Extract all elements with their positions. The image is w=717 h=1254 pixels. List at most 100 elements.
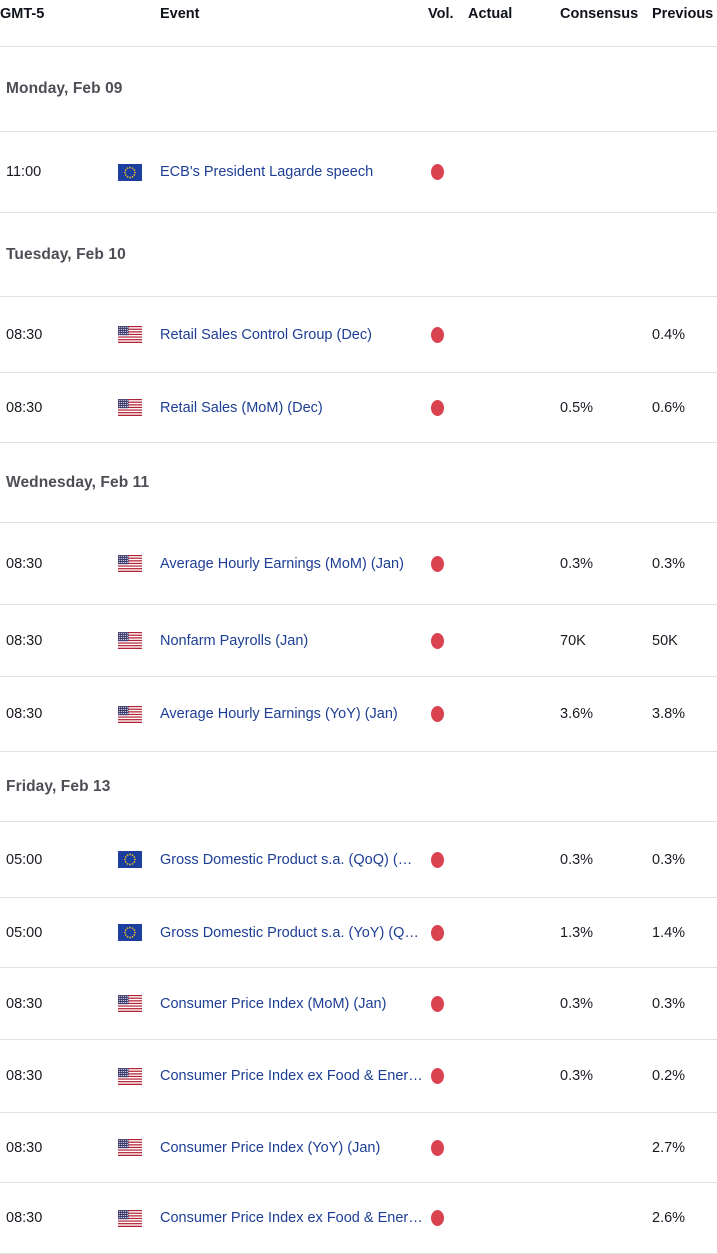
high-volatility-dot-icon (431, 1210, 444, 1226)
col-header-consensus: Consensus (560, 6, 639, 22)
event-row[interactable]: 08:30 Nonfarm Payrolls (Jan) 70K 50K (0, 605, 717, 677)
event-time: 08:30 (6, 706, 43, 722)
event-name: Consumer Price Index (YoY) (Jan) (160, 1139, 381, 1156)
event-previous: 2.7% (652, 1139, 686, 1156)
eu-flag-icon (118, 163, 160, 181)
volatility-cell (428, 326, 460, 343)
event-previous: 3.8% (652, 706, 686, 722)
volatility-cell (428, 1139, 460, 1156)
us-flag-icon (118, 1139, 160, 1156)
event-consensus: 3.6% (560, 706, 594, 722)
event-row[interactable]: 05:00 Gross Domestic Product s.a. (YoY) (… (0, 898, 717, 968)
us-flag-icon (118, 995, 160, 1012)
event-row[interactable]: 11:00 ECB's President Lagarde speech (0, 132, 717, 213)
event-name: Average Hourly Earnings (YoY) (Jan) (160, 706, 398, 722)
event-row[interactable]: 08:30 Consumer Price Index ex Food & Ener… (0, 1183, 717, 1254)
calendar-body: Monday, Feb 09 11:00 ECB's President Lagar… (0, 47, 717, 1254)
event-previous: 0.3% (652, 851, 686, 868)
event-name: Consumer Price Index ex Food & Ener… (160, 1210, 423, 1226)
event-name: Retail Sales Control Group (Dec) (160, 326, 372, 343)
high-volatility-dot-icon (431, 555, 444, 572)
day-label: Tuesday, Feb 10 (6, 245, 126, 263)
us-flag-icon (118, 555, 160, 572)
volatility-cell (428, 1210, 460, 1226)
event-row[interactable]: 08:30 Average Hourly Earnings (MoM) (Jan)… (0, 523, 717, 605)
volatility-cell (428, 164, 460, 180)
high-volatility-dot-icon (431, 851, 444, 868)
event-time: 08:30 (6, 1139, 43, 1156)
col-header-actual: Actual (468, 6, 513, 22)
high-volatility-dot-icon (431, 1068, 444, 1084)
event-row[interactable]: 05:00 Gross Domestic Product s.a. (QoQ) (… (0, 822, 717, 898)
volatility-cell (428, 706, 460, 722)
event-consensus: 0.3% (560, 555, 594, 572)
event-previous: 0.4% (652, 326, 686, 343)
us-flag-icon (118, 326, 160, 343)
event-name: Consumer Price Index (MoM) (Jan) (160, 995, 387, 1012)
day-section-header: Friday, Feb 13 (0, 752, 717, 822)
volatility-cell (428, 555, 460, 572)
day-section-header: Monday, Feb 09 (0, 47, 717, 132)
day-section-header: Wednesday, Feb 11 (0, 443, 717, 523)
col-header-previous: Previous (652, 6, 714, 22)
table-header: GMT-5 Event Vol. Actual Consensus Previo… (0, 0, 717, 47)
volatility-cell (428, 399, 460, 416)
event-consensus: 0.3% (560, 851, 594, 868)
event-consensus: 70K (560, 632, 586, 649)
event-name: Average Hourly Earnings (MoM) (Jan) (160, 555, 404, 572)
col-header-vol: Vol. (428, 6, 454, 22)
event-previous: 0.3% (652, 995, 686, 1012)
event-row[interactable]: 08:30 Consumer Price Index (MoM) (Jan) 0.3… (0, 968, 717, 1040)
event-time: 08:30 (6, 555, 43, 572)
event-row[interactable]: 08:30 Consumer Price Index ex Food & Ener… (0, 1040, 717, 1113)
event-name: Gross Domestic Product s.a. (QoQ) (… (160, 851, 413, 868)
event-row[interactable]: 08:30 Average Hourly Earnings (YoY) (Jan)… (0, 677, 717, 752)
event-previous: 2.6% (652, 1210, 686, 1226)
event-time: 05:00 (6, 851, 43, 868)
volatility-cell (428, 1068, 460, 1084)
event-name: Retail Sales (MoM) (Dec) (160, 399, 323, 416)
event-consensus: 1.3% (560, 924, 594, 941)
volatility-cell (428, 632, 460, 649)
high-volatility-dot-icon (431, 326, 444, 343)
event-name: Consumer Price Index ex Food & Ener… (160, 1068, 423, 1084)
event-row[interactable]: 08:30 Retail Sales (MoM) (Dec) 0.5% 0.6% (0, 373, 717, 443)
event-time: 08:30 (6, 326, 43, 343)
day-label: Wednesday, Feb 11 (6, 473, 150, 491)
eu-flag-icon (118, 851, 160, 868)
event-name: ECB's President Lagarde speech (160, 164, 374, 180)
event-previous: 0.2% (652, 1068, 686, 1084)
event-previous: 0.3% (652, 555, 686, 572)
event-name: Gross Domestic Product s.a. (YoY) (Q… (160, 924, 419, 941)
col-header-timezone: GMT-5 (0, 6, 45, 22)
volatility-cell (428, 924, 460, 941)
event-time: 08:30 (6, 1210, 43, 1226)
event-time: 08:30 (6, 995, 43, 1012)
event-row[interactable]: 08:30 Retail Sales Control Group (Dec) 0.4… (0, 297, 717, 373)
high-volatility-dot-icon (431, 995, 444, 1012)
high-volatility-dot-icon (431, 1139, 444, 1156)
volatility-cell (428, 995, 460, 1012)
us-flag-icon (118, 632, 160, 649)
eu-flag-icon (118, 924, 160, 941)
event-previous: 1.4% (652, 924, 686, 941)
us-flag-icon (118, 1209, 160, 1227)
day-label: Friday, Feb 13 (6, 777, 111, 795)
us-flag-icon (118, 1067, 160, 1085)
high-volatility-dot-icon (431, 164, 444, 180)
high-volatility-dot-icon (431, 706, 444, 722)
us-flag-icon (118, 399, 160, 416)
col-header-event: Event (160, 6, 200, 22)
us-flag-icon (118, 705, 160, 723)
event-previous: 50K (652, 632, 678, 649)
event-previous: 0.6% (652, 399, 686, 416)
event-time: 08:30 (6, 632, 43, 649)
event-row[interactable]: 08:30 Consumer Price Index (YoY) (Jan) 2.7… (0, 1113, 717, 1183)
event-time: 08:30 (6, 1068, 43, 1084)
event-time: 08:30 (6, 399, 43, 416)
high-volatility-dot-icon (431, 399, 444, 416)
event-consensus: 0.3% (560, 1068, 594, 1084)
event-consensus: 0.5% (560, 399, 594, 416)
day-label: Monday, Feb 09 (6, 80, 123, 97)
